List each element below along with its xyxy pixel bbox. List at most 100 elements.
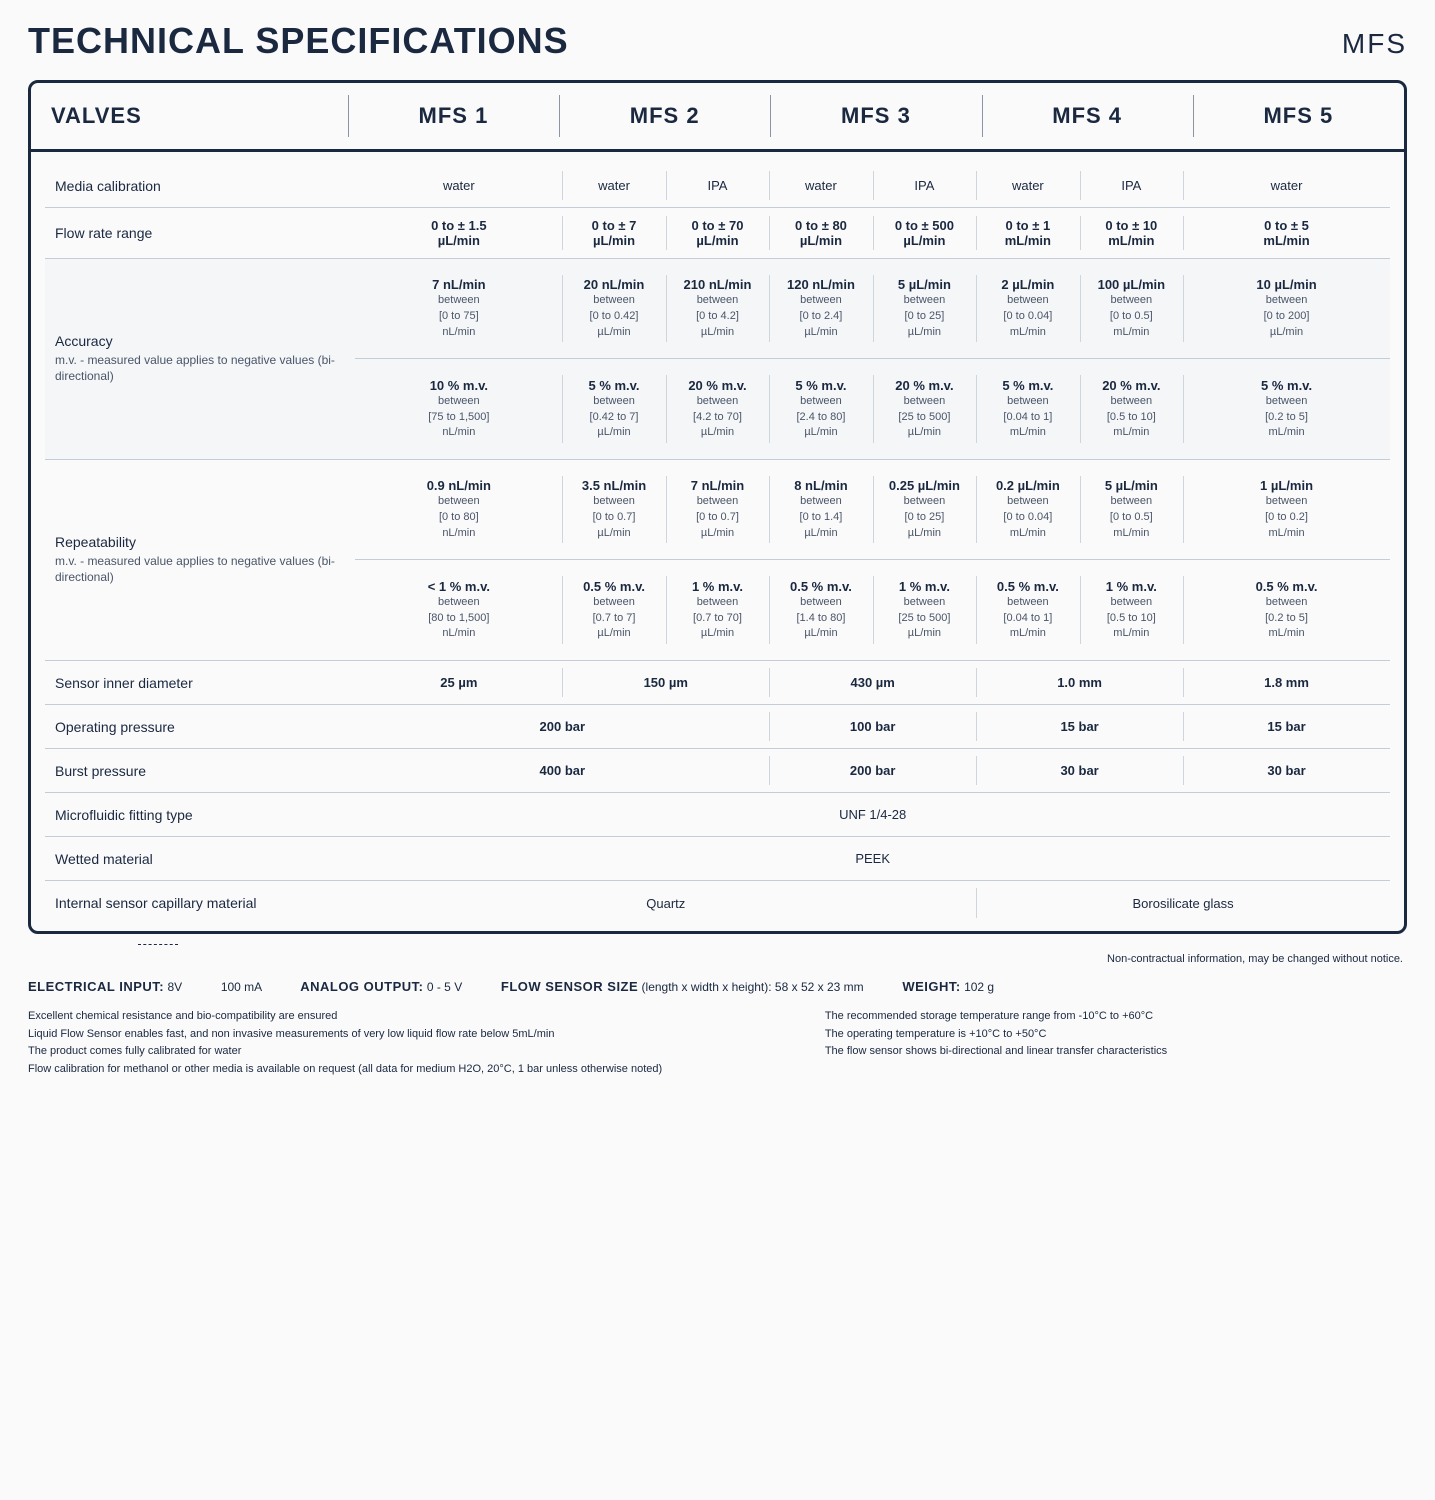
cell: 150 µm <box>562 661 769 704</box>
column-header: MFS 4 <box>982 83 1193 149</box>
sensor-size-label: FLOW SENSOR SIZE <box>501 979 638 994</box>
cell: 20 % m.v.between[4.2 to 70]µL/min <box>666 359 769 459</box>
footnote-line: Flow calibration for methanol or other m… <box>28 1061 785 1079</box>
cell: IPA <box>873 164 976 207</box>
cell: water <box>769 164 872 207</box>
cell: 0.5 % m.v.between[0.04 to 1]mL/min <box>976 560 1079 660</box>
cell: 20 % m.v.between[25 to 500]µL/min <box>873 359 976 459</box>
column-header-row: VALVES MFS 1 MFS 2 MFS 3 MFS 4 MFS 5 <box>31 83 1404 152</box>
cell: 30 bar <box>1183 749 1390 792</box>
table-row: Microfluidic fitting type UNF 1/4-28 <box>45 793 1390 837</box>
cell: 5 µL/minbetween[0 to 0.5]mL/min <box>1080 460 1183 559</box>
cell: 0 to ± 10mL/min <box>1080 208 1183 258</box>
row-label: Sensor inner diameter <box>45 661 355 704</box>
cell: 5 % m.v.between[0.42 to 7]µL/min <box>562 359 665 459</box>
cell: 200 bar <box>769 749 976 792</box>
cell: 0.25 µL/minbetween[0 to 25]µL/min <box>873 460 976 559</box>
cell: 1 % m.v.between[0.5 to 10]mL/min <box>1080 560 1183 660</box>
cell: 15 bar <box>1183 705 1390 748</box>
table-row: Sensor inner diameter 25 µm 150 µm 430 µ… <box>45 661 1390 705</box>
analog-output-label: ANALOG OUTPUT: <box>300 979 423 994</box>
cell: IPA <box>666 164 769 207</box>
footnotes: Excellent chemical resistance and bio-co… <box>28 1008 1407 1078</box>
row-values: 7 nL/minbetween[0 to 75]nL/min20 nL/minb… <box>355 259 1390 459</box>
weight-label: WEIGHT: <box>902 979 960 994</box>
footnote-line: The product comes fully calibrated for w… <box>28 1043 785 1061</box>
table-row-group: Repeatability m.v. - measured value appl… <box>45 460 1390 661</box>
cell: 5 % m.v.between[2.4 to 80]µL/min <box>769 359 872 459</box>
row-label: Media calibration <box>45 164 355 207</box>
weight-value: 102 g <box>964 980 994 994</box>
table-row: Media calibration water water IPA water … <box>45 164 1390 208</box>
footnote-line: Liquid Flow Sensor enables fast, and non… <box>28 1026 785 1044</box>
row-label: Operating pressure <box>45 705 355 748</box>
electrical-input-label: ELECTRICAL INPUT: <box>28 979 164 994</box>
cell: 0 to ± 1mL/min <box>976 208 1079 258</box>
cell: 0.5 % m.v.between[0.7 to 7]µL/min <box>562 560 665 660</box>
page-title: TECHNICAL SPECIFICATIONS <box>28 20 569 62</box>
cell: 20 nL/minbetween[0 to 0.42]µL/min <box>562 259 665 358</box>
cell: 1.8 mm <box>1183 661 1390 704</box>
cell: 0.2 µL/minbetween[0 to 0.04]mL/min <box>976 460 1079 559</box>
cell: UNF 1/4-28 <box>355 793 1390 836</box>
cell: 1 % m.v.between[25 to 500]µL/min <box>873 560 976 660</box>
table-body: Media calibration water water IPA water … <box>31 152 1404 931</box>
table-row-group: Accuracy m.v. - measured value applies t… <box>45 259 1390 460</box>
column-header: VALVES <box>31 83 348 149</box>
cell: 0 to ± 70µL/min <box>666 208 769 258</box>
cell: 120 nL/minbetween[0 to 2.4]µL/min <box>769 259 872 358</box>
electrical-specs: ELECTRICAL INPUT: 8V 100 mA ANALOG OUTPU… <box>28 979 1407 994</box>
table-row: Burst pressure 400 bar 200 bar 30 bar 30… <box>45 749 1390 793</box>
cell: Quartz <box>355 881 976 925</box>
cell: 10 % m.v.between[75 to 1,500]nL/min <box>355 359 562 459</box>
row-label: Microfluidic fitting type <box>45 793 355 836</box>
cell: 100 µL/minbetween[0 to 0.5]mL/min <box>1080 259 1183 358</box>
row-label: Wetted material <box>45 837 355 880</box>
footnotes-left: Excellent chemical resistance and bio-co… <box>28 1008 785 1078</box>
cell: 25 µm <box>355 661 562 704</box>
sensor-size-value: (length x width x height): 58 x 52 x 23 … <box>642 980 864 994</box>
spec-table: VALVES MFS 1 MFS 2 MFS 3 MFS 4 MFS 5 Med… <box>28 80 1407 934</box>
cell: 210 nL/minbetween[0 to 4.2]µL/min <box>666 259 769 358</box>
row-label: Internal sensor capillary material <box>45 881 355 925</box>
row-values: 0.9 nL/minbetween[0 to 80]nL/min3.5 nL/m… <box>355 460 1390 660</box>
cell: water <box>355 164 562 207</box>
row-label: Accuracy m.v. - measured value applies t… <box>45 259 355 459</box>
cell: water <box>562 164 665 207</box>
cell: 200 bar <box>355 705 769 748</box>
cell: 5 % m.v.between[0.04 to 1]mL/min <box>976 359 1079 459</box>
row-label: Repeatability m.v. - measured value appl… <box>45 460 355 660</box>
footnote-line: The recommended storage temperature rang… <box>825 1008 1407 1026</box>
footnote-line: Excellent chemical resistance and bio-co… <box>28 1008 785 1026</box>
cell: 0.5 % m.v.between[0.2 to 5]mL/min <box>1183 560 1390 660</box>
table-row: Internal sensor capillary material Quart… <box>45 881 1390 925</box>
cell: 0 to ± 80µL/min <box>769 208 872 258</box>
table-row: Wetted material PEEK <box>45 837 1390 881</box>
cell: water <box>976 164 1079 207</box>
row-label: Burst pressure <box>45 749 355 792</box>
cell: 0 to ± 500µL/min <box>873 208 976 258</box>
table-row: Flow rate range 0 to ± 1.5µL/min 0 to ± … <box>45 208 1390 259</box>
cell: Borosilicate glass <box>976 881 1390 925</box>
cell: IPA <box>1080 164 1183 207</box>
cell: 20 % m.v.between[0.5 to 10]mL/min <box>1080 359 1183 459</box>
cell: 5 µL/minbetween[0 to 25]µL/min <box>873 259 976 358</box>
divider <box>138 944 178 945</box>
cell: 10 µL/minbetween[0 to 200]µL/min <box>1183 259 1390 358</box>
cell: water <box>1183 164 1390 207</box>
footnotes-right: The recommended storage temperature rang… <box>825 1008 1407 1078</box>
cell: 8 nL/minbetween[0 to 1.4]µL/min <box>769 460 872 559</box>
column-header: MFS 3 <box>770 83 981 149</box>
cell: 1.0 mm <box>976 661 1183 704</box>
footnote-line: The flow sensor shows bi-directional and… <box>825 1043 1407 1061</box>
cell: 0 to ± 7µL/min <box>562 208 665 258</box>
cell: 400 bar <box>355 749 769 792</box>
cell: 30 bar <box>976 749 1183 792</box>
cell: < 1 % m.v.between[80 to 1,500]nL/min <box>355 560 562 660</box>
page-header: TECHNICAL SPECIFICATIONS MFS <box>28 20 1407 62</box>
cell: 430 µm <box>769 661 976 704</box>
footnote-line: The operating temperature is +10°C to +5… <box>825 1026 1407 1044</box>
cell: 5 % m.v.between[0.2 to 5]mL/min <box>1183 359 1390 459</box>
cell: 1 % m.v.between[0.7 to 70]µL/min <box>666 560 769 660</box>
cell: 1 µL/minbetween[0 to 0.2]mL/min <box>1183 460 1390 559</box>
